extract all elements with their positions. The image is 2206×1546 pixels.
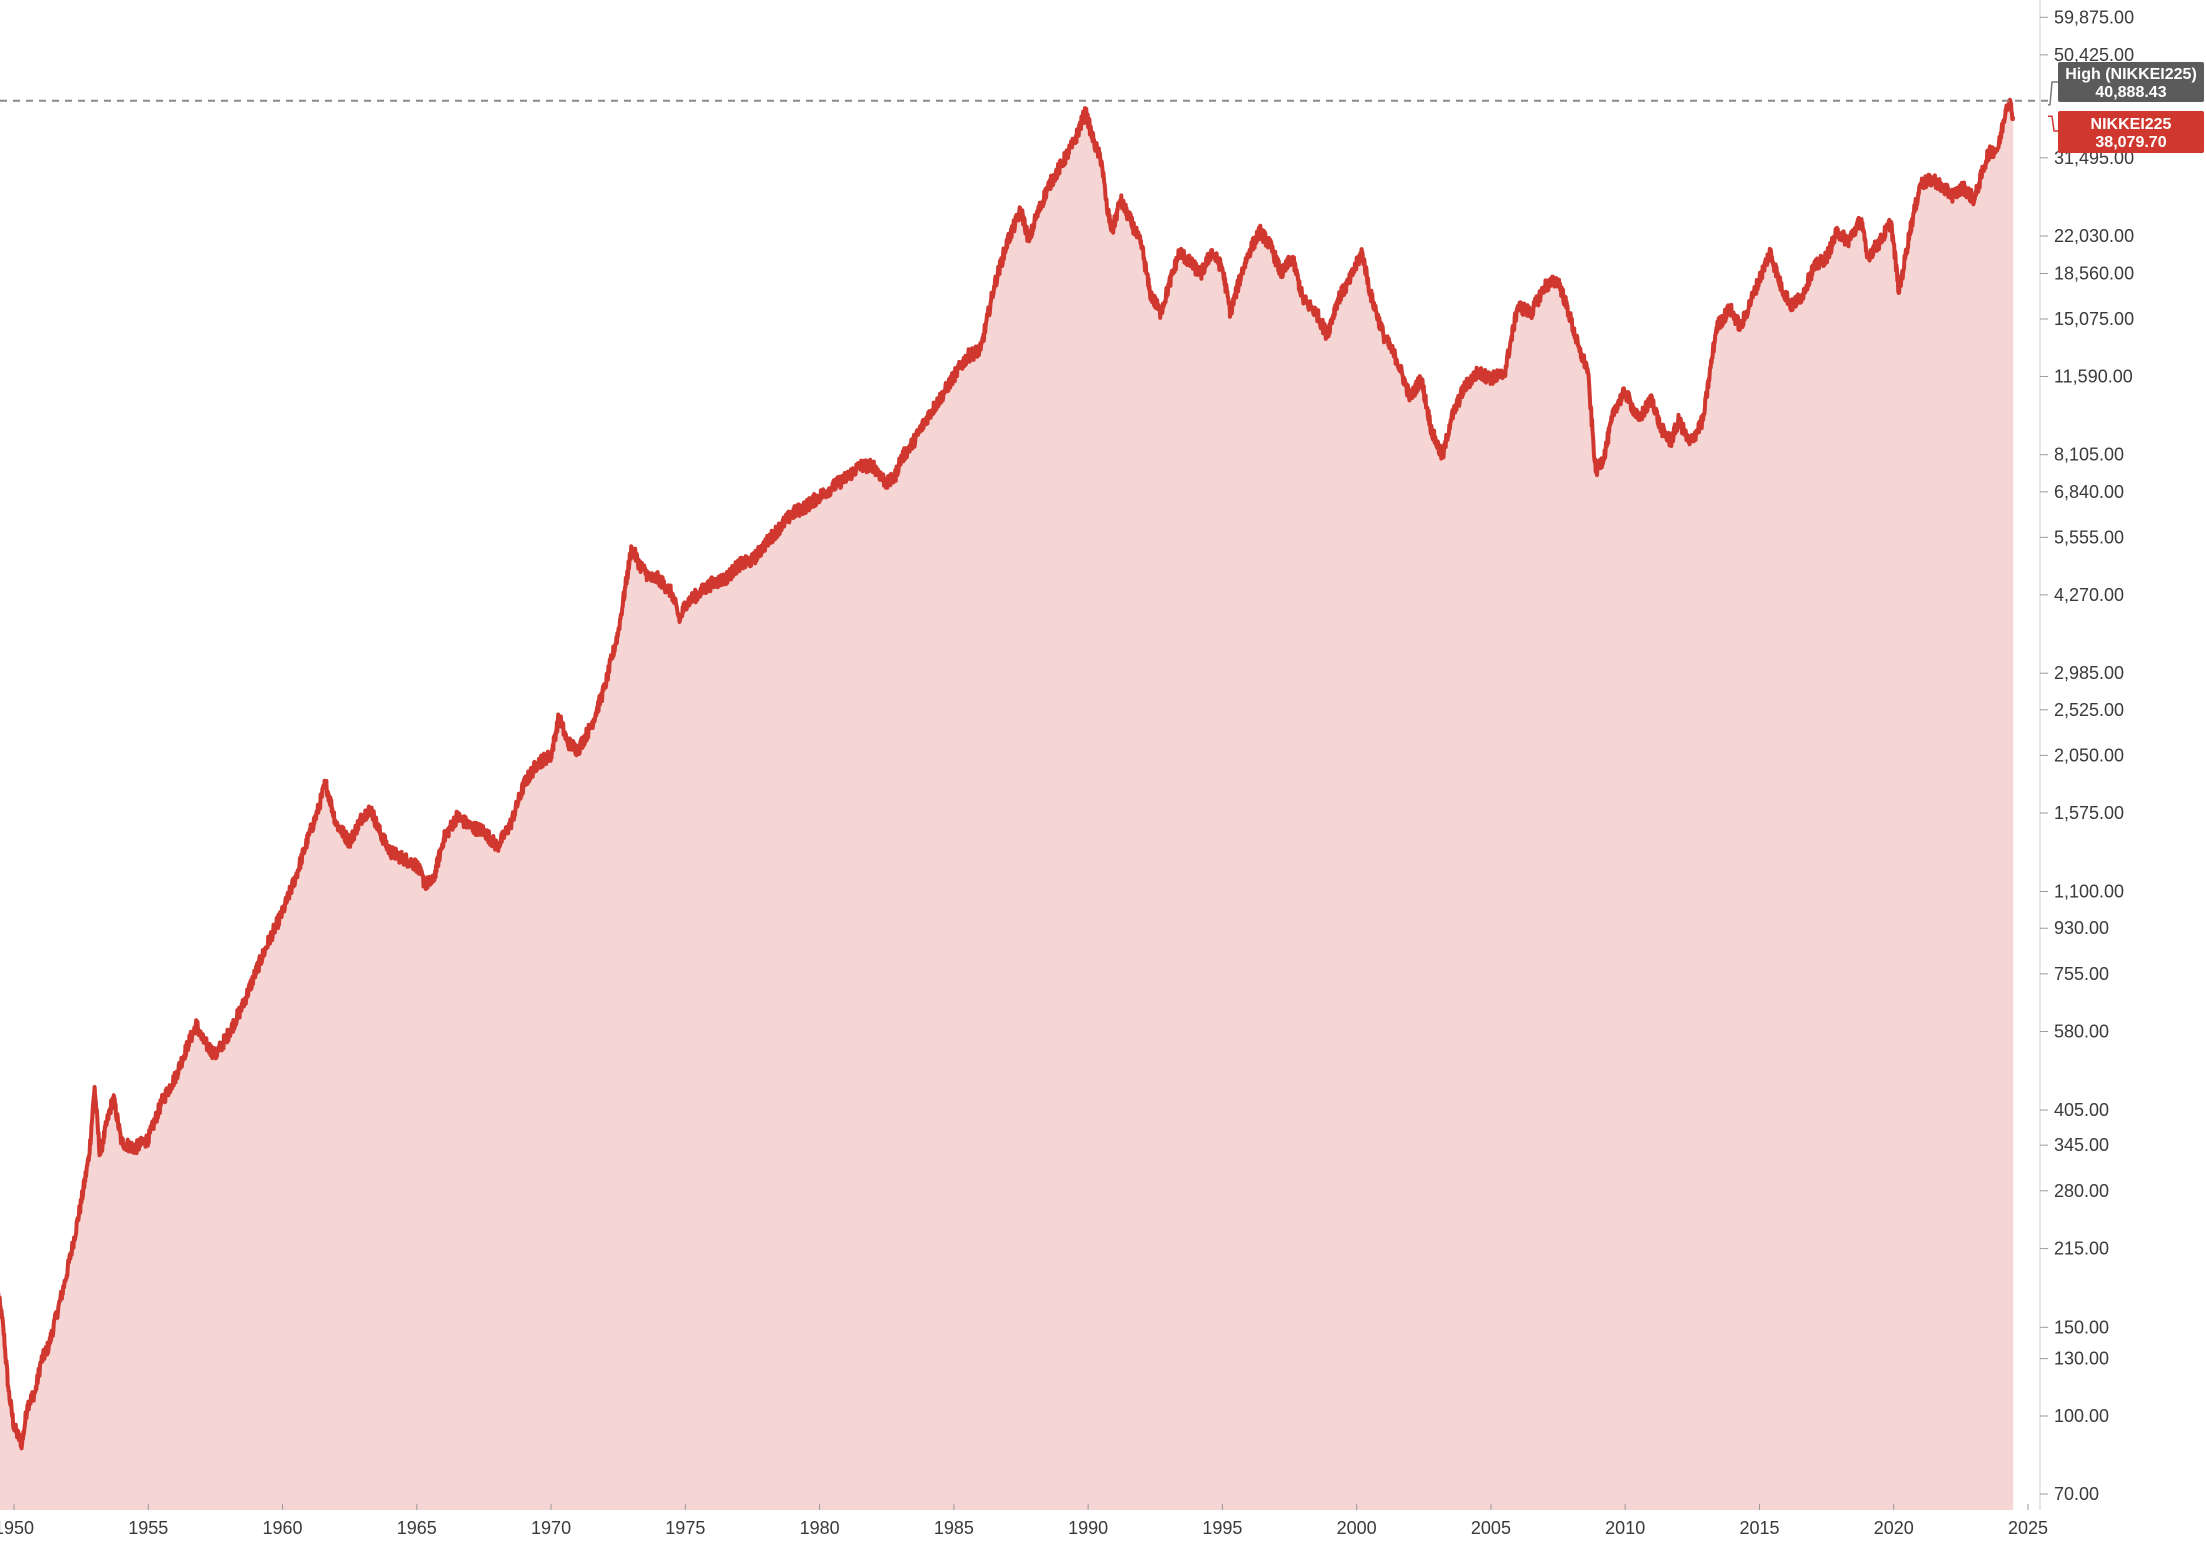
y-tick-label: 2,050.00 <box>2054 745 2124 765</box>
area-fill <box>0 99 2014 1510</box>
high-badge-value: 40,888.43 <box>2095 84 2166 101</box>
x-tick-label: 1960 <box>263 1518 303 1538</box>
x-tick-label: 1950 <box>0 1518 34 1538</box>
y-tick-label: 150.00 <box>2054 1317 2109 1337</box>
y-tick-label: 70.00 <box>2054 1484 2099 1504</box>
x-tick-label: 2020 <box>1874 1518 1914 1538</box>
y-tick-label: 215.00 <box>2054 1239 2109 1259</box>
y-tick-label: 4,270.00 <box>2054 585 2124 605</box>
last-value-badge-value: 38,079.70 <box>2095 134 2166 151</box>
y-tick-label: 11,590.00 <box>2054 366 2133 386</box>
x-tick-label: 1995 <box>1202 1518 1242 1538</box>
high-badge-label: High (NIKKEI225) <box>2065 66 2197 83</box>
y-tick-label: 1,575.00 <box>2054 803 2124 823</box>
x-tick-label: 2015 <box>1739 1518 1779 1538</box>
y-tick-label: 50,425.00 <box>2054 45 2134 65</box>
y-tick-label: 6,840.00 <box>2054 482 2124 502</box>
last-value-badge-background <box>2058 111 2204 153</box>
high-badge: High (NIKKEI225) 40,888.43 <box>2048 62 2204 106</box>
y-tick-label: 5,555.00 <box>2054 527 2124 547</box>
high-badge-background <box>2058 62 2204 102</box>
y-tick-label: 18,560.00 <box>2054 263 2134 283</box>
x-tick-label: 2000 <box>1337 1518 1377 1538</box>
plot-area <box>0 97 2052 1510</box>
x-tick-label: 2005 <box>1471 1518 1511 1538</box>
y-tick-label: 280.00 <box>2054 1181 2109 1201</box>
x-tick-label: 1970 <box>531 1518 571 1538</box>
x-axis: 1950 1955 1960 1965 1970 1975 1980 1985 1990 1995… <box>0 1504 2048 1538</box>
y-tick-label: 2,985.00 <box>2054 663 2124 683</box>
y-tick-label: 580.00 <box>2054 1022 2109 1042</box>
high-connector <box>2048 81 2058 106</box>
y-tick-label: 1,100.00 <box>2054 882 2124 902</box>
last-value-badge-label: NIKKEI225 <box>2091 116 2172 133</box>
last-value-badge: NIKKEI225 38,079.70 <box>2048 111 2204 153</box>
x-tick-label: 1990 <box>1068 1518 1108 1538</box>
y-tick-label: 59,875.00 <box>2054 7 2134 27</box>
last-value-connector <box>2048 115 2058 132</box>
y-tick-label: 755.00 <box>2054 964 2109 984</box>
x-tick-label: 1985 <box>934 1518 974 1538</box>
y-axis: 59,875.0050,425.0031,495.0022,030.0018,5… <box>2040 7 2134 1504</box>
y-tick-label: 22,030.00 <box>2054 226 2134 246</box>
x-tick-label: 2010 <box>1605 1518 1645 1538</box>
x-tick-label: 2025 <box>2008 1518 2048 1538</box>
y-tick-label: 405.00 <box>2054 1100 2109 1120</box>
y-tick-label: 8,105.00 <box>2054 445 2124 465</box>
y-tick-label: 15,075.00 <box>2054 309 2134 329</box>
y-tick-label: 2,525.00 <box>2054 700 2124 720</box>
y-tick-label: 930.00 <box>2054 918 2109 938</box>
x-tick-label: 1980 <box>800 1518 840 1538</box>
series-line-nikkei225 <box>0 97 2016 1451</box>
x-tick-label: 1965 <box>397 1518 437 1538</box>
y-tick-label: 100.00 <box>2054 1406 2109 1426</box>
y-tick-label: 345.00 <box>2054 1135 2109 1155</box>
x-tick-label: 1955 <box>128 1518 168 1538</box>
x-tick-label: 1975 <box>665 1518 705 1538</box>
y-tick-label: 130.00 <box>2054 1349 2109 1369</box>
